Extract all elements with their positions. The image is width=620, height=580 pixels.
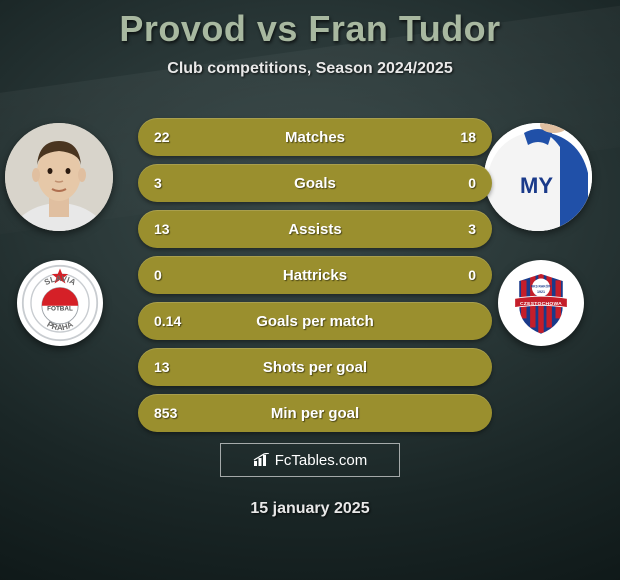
stat-label: Goals per match — [194, 313, 436, 330]
player-left-avatar-svg — [5, 123, 113, 231]
stat-left-value: 22 — [154, 129, 194, 145]
comparison-title: Provod vs Fran Tudor — [0, 0, 620, 50]
stat-row: 0.14Goals per match — [138, 302, 492, 340]
watermark-box: FcTables.com — [220, 443, 400, 477]
stat-label: Min per goal — [194, 405, 436, 422]
stat-row: 853Min per goal — [138, 394, 492, 432]
stat-label: Assists — [194, 221, 436, 238]
stat-left-value: 853 — [154, 405, 194, 421]
stat-row: 0Hattricks0 — [138, 256, 492, 294]
sponsor-text: MY — [520, 173, 553, 198]
stat-right-value: 18 — [436, 129, 476, 145]
stat-rows-container: 22Matches183Goals013Assists30Hattricks00… — [138, 118, 492, 440]
stat-label: Goals — [194, 175, 436, 192]
stat-left-value: 0.14 — [154, 313, 194, 329]
stat-label: Shots per goal — [194, 359, 436, 376]
content-root: Provod vs Fran Tudor Club competitions, … — [0, 0, 620, 580]
club-right-crest-svg: RKS RAKÓW 1921 CZĘSTOCHOWA — [502, 264, 580, 342]
club-right-crest: RKS RAKÓW 1921 CZĘSTOCHOWA — [498, 260, 584, 346]
player-right-avatar-svg: MY — [484, 123, 592, 231]
player-left-avatar — [5, 123, 113, 231]
stat-row: 3Goals0 — [138, 164, 492, 202]
stat-row: 22Matches18 — [138, 118, 492, 156]
svg-text:RKS RAKÓW: RKS RAKÓW — [531, 284, 552, 289]
club-left-crest-svg: FOTBAL SLAVIA PRAHA — [21, 264, 99, 342]
stat-left-value: 13 — [154, 359, 194, 375]
watermark-text: FcTables.com — [275, 452, 368, 469]
date-text: 15 january 2025 — [0, 500, 620, 518]
stat-left-value: 3 — [154, 175, 194, 191]
stat-row: 13Assists3 — [138, 210, 492, 248]
stat-label: Matches — [194, 129, 436, 146]
svg-text:CZĘSTOCHOWA: CZĘSTOCHOWA — [520, 301, 562, 307]
stat-row: 13Shots per goal — [138, 348, 492, 386]
club-left-crest: FOTBAL SLAVIA PRAHA — [17, 260, 103, 346]
stat-right-value: 3 — [436, 221, 476, 237]
stat-right-value: 0 — [436, 267, 476, 283]
player-right-avatar: MY — [484, 123, 592, 231]
watermark-chart-icon — [253, 453, 271, 467]
subtitle: Club competitions, Season 2024/2025 — [0, 60, 620, 78]
stat-left-value: 13 — [154, 221, 194, 237]
svg-text:1921: 1921 — [537, 290, 545, 294]
stat-right-value: 0 — [436, 175, 476, 191]
svg-text:FOTBAL: FOTBAL — [47, 305, 73, 312]
stat-label: Hattricks — [194, 267, 436, 284]
stat-left-value: 0 — [154, 267, 194, 283]
